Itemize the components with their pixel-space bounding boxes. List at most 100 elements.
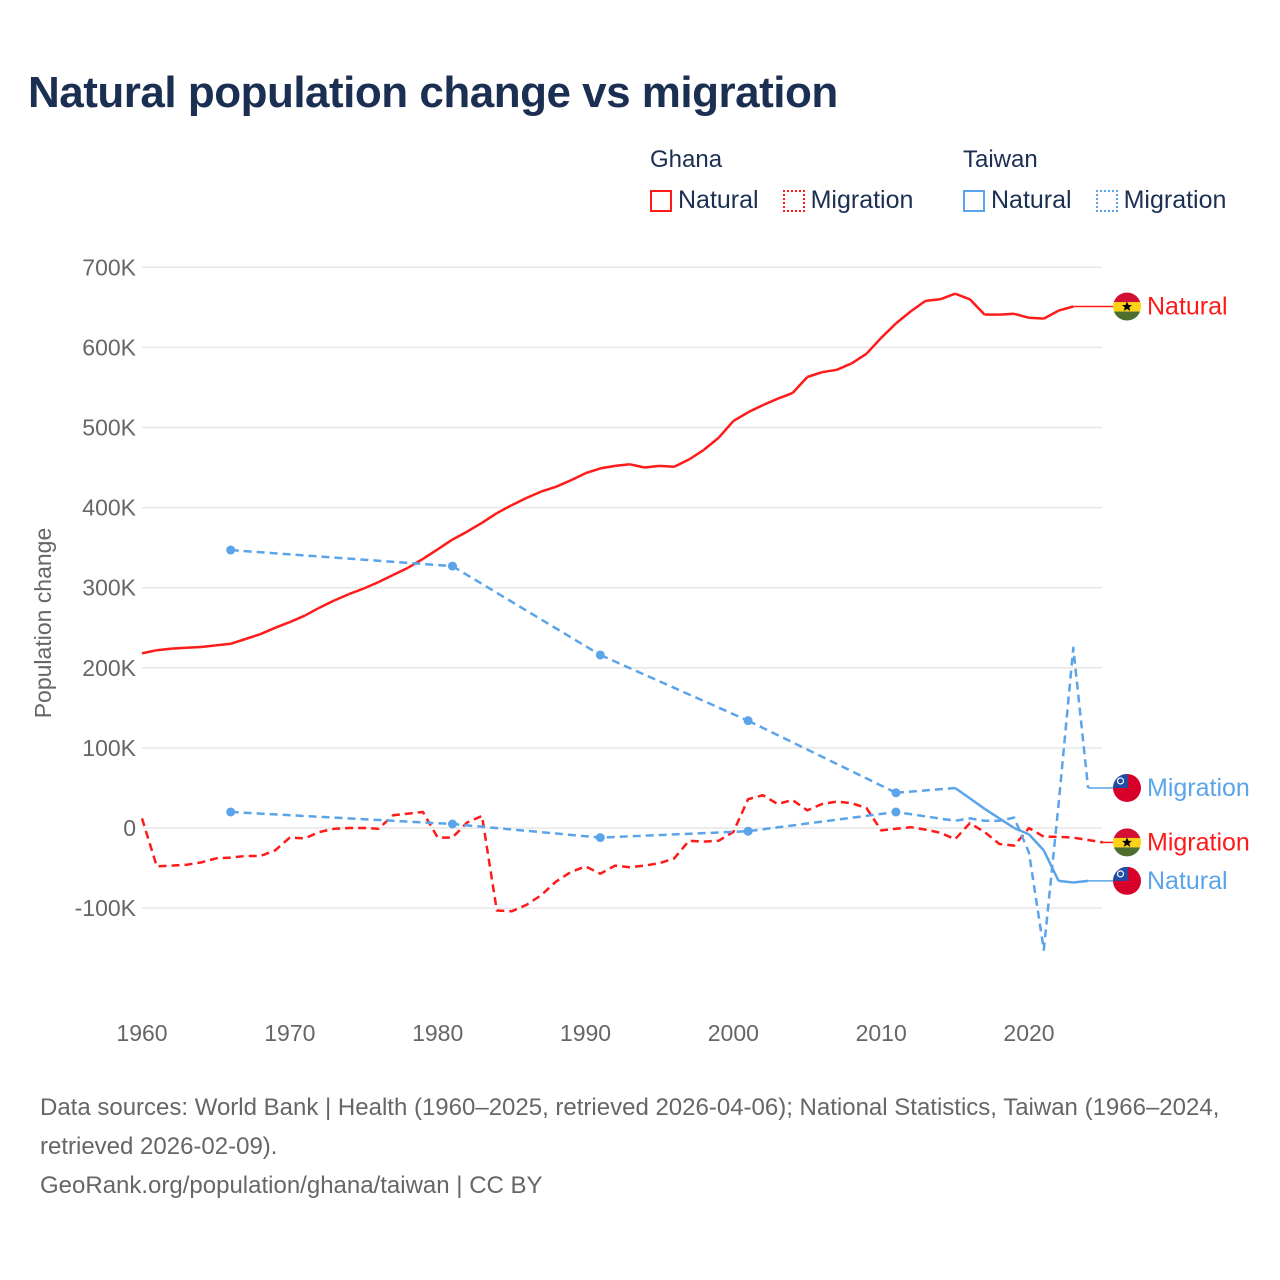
ghana-natural-segment: [703, 436, 720, 451]
taiwan-natural-point: [743, 716, 753, 726]
ghana-natural-segment: [1058, 305, 1074, 312]
taiwan-migration-end-label: Migration: [1147, 774, 1250, 802]
x-tick-label: 1960: [116, 1020, 167, 1046]
legend-ghana: Natural Migration: [650, 186, 927, 215]
ghana-natural-segment: [747, 403, 764, 414]
taiwan-migration-point: [743, 826, 753, 836]
ghana-natural-segment: [451, 530, 468, 541]
ghana-natural-segment: [525, 490, 542, 500]
flag-stripe: [1113, 847, 1141, 857]
ghana-natural-segment: [333, 592, 350, 602]
y-tick-label: -100K: [75, 895, 137, 921]
flag-canton: [1113, 773, 1128, 788]
ghana-migration-end-label: Migration: [1147, 828, 1250, 856]
ghana-natural-segment: [570, 472, 587, 482]
ghana-natural-segment: [968, 298, 986, 316]
x-tick-label: 1980: [412, 1020, 463, 1046]
ghana-natural-segment: [304, 606, 320, 617]
taiwan-natural-segment: [1058, 879, 1074, 884]
ghana-natural-segment: [939, 292, 956, 301]
flag-stripe: [1113, 292, 1141, 303]
taiwan-natural-segment: [230, 548, 453, 568]
y-tick-label: 200K: [82, 655, 136, 681]
dotted-swatch-icon: [782, 189, 805, 212]
taiwan-migration-point: [595, 833, 605, 843]
legend-taiwan-migration[interactable]: Migration: [1095, 186, 1226, 215]
ghana-natural-segment: [850, 352, 868, 365]
flag-shape: [1113, 292, 1141, 321]
ghana-natural-segment: [259, 626, 276, 636]
ghana-flag-icon: [1113, 292, 1141, 321]
taiwan-natural-segment: [969, 797, 986, 810]
ghana-natural-segment: [836, 362, 853, 371]
legend-taiwan-natural[interactable]: Natural: [963, 186, 1072, 215]
x-tick-label: 1970: [264, 1020, 315, 1046]
taiwan-natural-segment: [1013, 826, 1030, 836]
ghana-natural-segment: [496, 504, 513, 515]
ghana-natural-segment: [777, 391, 793, 400]
ghana-natural-segment: [377, 573, 394, 584]
taiwan-migration-point: [447, 819, 457, 829]
taiwan-natural-segment: [747, 719, 897, 794]
x-tick-label: 1990: [560, 1020, 611, 1046]
ghana-flag-icon: [1113, 828, 1141, 857]
legend-label: Migration: [810, 186, 914, 214]
ghana-natural-segment: [171, 646, 187, 650]
ghana-natural-segment: [422, 548, 439, 560]
taiwan-natural-point: [447, 561, 457, 571]
y-tick-label: 100K: [82, 735, 136, 761]
sun-icon: [1116, 870, 1125, 878]
flag-stripe: [1113, 828, 1141, 839]
ghana-natural-segment: [555, 479, 572, 488]
ghana-natural-segment: [865, 336, 883, 355]
ghana-natural-segment: [437, 538, 454, 551]
y-tick-label: 500K: [82, 415, 136, 441]
ghana-natural-segment: [363, 580, 379, 590]
taiwan-natural-segment: [983, 807, 1001, 820]
ghana-natural-segment: [156, 647, 172, 652]
ghana-natural-segment: [215, 642, 231, 647]
ghana-natural-segment: [511, 496, 527, 507]
flag-canton: [1113, 866, 1128, 881]
ghana-natural-segment: [1013, 312, 1030, 320]
ghana-natural-segment: [717, 420, 735, 439]
taiwan-natural-segment: [1073, 879, 1089, 884]
taiwan-natural-point: [226, 545, 236, 555]
ghana-natural-segment: [392, 566, 409, 577]
ghana-natural-segment: [318, 599, 335, 609]
y-tick-label: 700K: [82, 254, 136, 280]
ghana-natural-segment: [540, 485, 557, 493]
ghana-natural-segment: [600, 464, 616, 470]
solid-swatch-icon: [963, 189, 985, 212]
ghana-natural-segment: [880, 322, 897, 339]
ghana-natural-segment: [925, 298, 941, 303]
ghana-natural-segment: [821, 368, 838, 374]
ghana-natural-segment: [954, 292, 971, 301]
y-tick-label: 600K: [82, 334, 136, 360]
star-icon: [1122, 837, 1132, 847]
legend-label: Natural: [678, 186, 759, 214]
ghana-natural-segment: [659, 464, 675, 468]
ghana-natural-segment: [585, 467, 601, 475]
y-tick-label: 300K: [82, 575, 136, 601]
credit-link[interactable]: GeoRank.org/population/ghana/taiwan | CC…: [40, 1172, 543, 1199]
ghana-natural-segment: [230, 637, 246, 645]
ghana-natural-segment: [614, 463, 631, 468]
solid-swatch-icon: [650, 189, 672, 212]
ghana-natural-segment: [629, 463, 645, 469]
ghana-natural-segment: [289, 614, 306, 624]
taiwan-flag-icon: [1113, 866, 1141, 895]
ghana-natural-segment: [481, 512, 498, 524]
legend-ghana-natural[interactable]: Natural: [650, 186, 759, 215]
ghana-natural-segment: [688, 448, 705, 461]
sun-icon: [1116, 777, 1125, 785]
ghana-natural-segment: [141, 648, 158, 655]
ghana-natural-segment: [673, 458, 690, 468]
taiwan-migration-line: [230, 646, 1090, 952]
ghana-natural-segment: [466, 521, 483, 533]
taiwan-natural-end-label: Natural: [1147, 867, 1228, 895]
legend-ghana-migration[interactable]: Migration: [782, 186, 914, 215]
ghana-natural-segment: [245, 633, 261, 641]
taiwan-flag-icon: [1113, 773, 1141, 802]
